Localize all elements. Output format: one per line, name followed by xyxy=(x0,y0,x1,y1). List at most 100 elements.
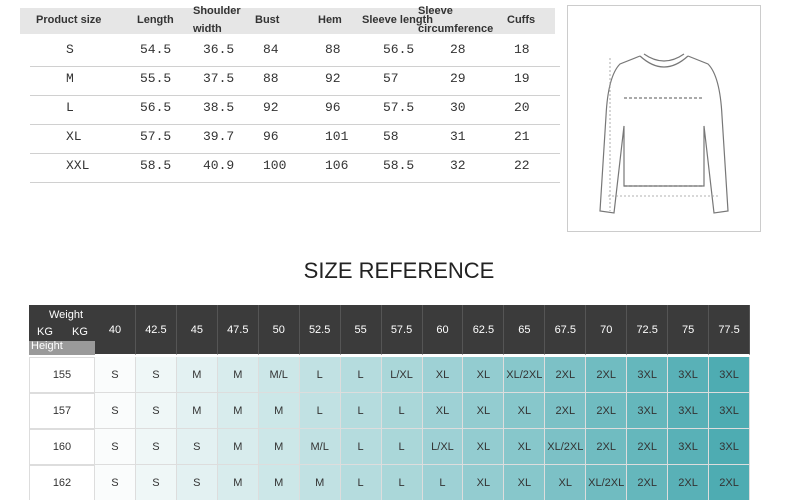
size-cell: M xyxy=(176,393,218,429)
size-cell: XL/2XL xyxy=(586,465,628,500)
size-cell: XL xyxy=(422,357,464,393)
weight-header: 65 xyxy=(504,305,546,355)
height-cell: 160 xyxy=(29,429,95,465)
row-divider xyxy=(30,66,560,67)
size-cell: XL xyxy=(463,429,505,465)
size-cell: 2XL xyxy=(627,429,669,465)
row-divider xyxy=(30,124,560,125)
size-table-header: Sleeve circumference xyxy=(418,5,494,35)
weight-header: 67.5 xyxy=(545,305,587,355)
size-table-cell: 96 xyxy=(325,100,341,115)
size-table-header: Sleeve length xyxy=(362,14,433,26)
size-table-cell: 58 xyxy=(383,129,399,144)
weight-header: 47.5 xyxy=(217,305,259,355)
size-table-cell: 55.5 xyxy=(140,71,172,86)
size-cell: L xyxy=(381,429,423,465)
corner-kg: KG xyxy=(72,326,88,338)
size-cell: 3XL xyxy=(709,393,750,429)
size-table-cell: 88 xyxy=(263,71,279,86)
size-table-cell: 92 xyxy=(263,100,279,115)
size-cell: 3XL xyxy=(668,429,710,465)
size-cell: M xyxy=(217,465,259,500)
weight-header: 62.5 xyxy=(463,305,505,355)
size-table-cell: 96 xyxy=(263,129,279,144)
weight-header: 77.5 xyxy=(709,305,750,355)
size-cell: L xyxy=(340,357,382,393)
weight-header: 70 xyxy=(586,305,628,355)
size-cell: M xyxy=(217,393,259,429)
size-cell: L xyxy=(340,393,382,429)
size-cell: 2XL xyxy=(668,465,710,500)
size-cell: S xyxy=(95,429,136,465)
size-cell: M xyxy=(176,357,218,393)
size-table-header: Bust xyxy=(255,14,280,26)
size-table-cell: 100 xyxy=(263,158,287,173)
weight-header: 40 xyxy=(95,305,136,355)
size-cell: XL/2XL xyxy=(545,429,587,465)
size-cell: XL/2XL xyxy=(504,357,546,393)
weight-header: 42.5 xyxy=(135,305,177,355)
size-cell: XL xyxy=(463,393,505,429)
size-table-cell: 29 xyxy=(450,71,466,86)
size-table-cell: L xyxy=(66,100,74,115)
weight-header: 57.5 xyxy=(381,305,423,355)
size-cell: L xyxy=(340,465,382,500)
weight-header: 60 xyxy=(422,305,464,355)
size-cell: S xyxy=(135,393,177,429)
size-cell: M/L xyxy=(299,429,341,465)
size-table-cell: 57.5 xyxy=(383,100,415,115)
size-cell: S xyxy=(95,357,136,393)
height-cell: 155 xyxy=(29,357,95,393)
size-cell: S xyxy=(95,393,136,429)
size-cell: 3XL xyxy=(668,393,710,429)
size-cell: M xyxy=(258,393,300,429)
size-table-cell: 58.5 xyxy=(383,158,415,173)
garment-sketch xyxy=(599,53,729,214)
size-cell: XL xyxy=(422,393,464,429)
size-cell: 2XL xyxy=(586,393,628,429)
size-table-cell: 39.7 xyxy=(203,129,235,144)
size-cell: M/L xyxy=(258,357,300,393)
size-table-cell: 101 xyxy=(325,129,349,144)
size-table-cell: 22 xyxy=(514,158,530,173)
size-cell: XL xyxy=(463,465,505,500)
size-cell: S xyxy=(135,429,177,465)
row-divider xyxy=(30,153,560,154)
size-table-cell: 31 xyxy=(450,129,466,144)
size-table-cell: 28 xyxy=(450,42,466,57)
size-table-cell: XXL xyxy=(66,158,90,173)
corner-kg: KG xyxy=(37,326,53,338)
size-cell: 2XL xyxy=(545,393,587,429)
size-cell: XL xyxy=(504,465,546,500)
size-cell: XL xyxy=(463,357,505,393)
size-table-header: Cuffs xyxy=(507,14,536,26)
size-cell: L/XL xyxy=(422,429,464,465)
size-table-header-bg xyxy=(20,8,555,34)
size-table-cell: 57 xyxy=(383,71,399,86)
corner-weight: Weight xyxy=(49,309,84,321)
size-cell: XL xyxy=(545,465,587,500)
size-cell: M xyxy=(258,465,300,500)
size-table-cell: 32 xyxy=(450,158,466,173)
size-cell: 2XL xyxy=(586,357,628,393)
row-divider xyxy=(30,182,560,183)
size-cell: L xyxy=(299,393,341,429)
size-cell: M xyxy=(217,429,259,465)
size-table-cell: 57.5 xyxy=(140,129,172,144)
size-cell: 3XL xyxy=(709,357,750,393)
size-table-header: Hem xyxy=(318,14,342,26)
weight-header: 50 xyxy=(258,305,300,355)
size-cell: M xyxy=(258,429,300,465)
size-cell: M xyxy=(299,465,341,500)
size-cell: 3XL xyxy=(627,393,669,429)
size-table-header: Shoulder width xyxy=(193,5,241,35)
size-table-cell: 40.9 xyxy=(203,158,235,173)
size-cell: S xyxy=(95,465,136,500)
size-table-cell: XL xyxy=(66,129,82,144)
size-cell: 3XL xyxy=(668,357,710,393)
size-table-cell: 36.5 xyxy=(203,42,235,57)
size-cell: S xyxy=(135,465,177,500)
size-table-header: Length xyxy=(137,14,174,26)
weight-header: 75 xyxy=(668,305,710,355)
